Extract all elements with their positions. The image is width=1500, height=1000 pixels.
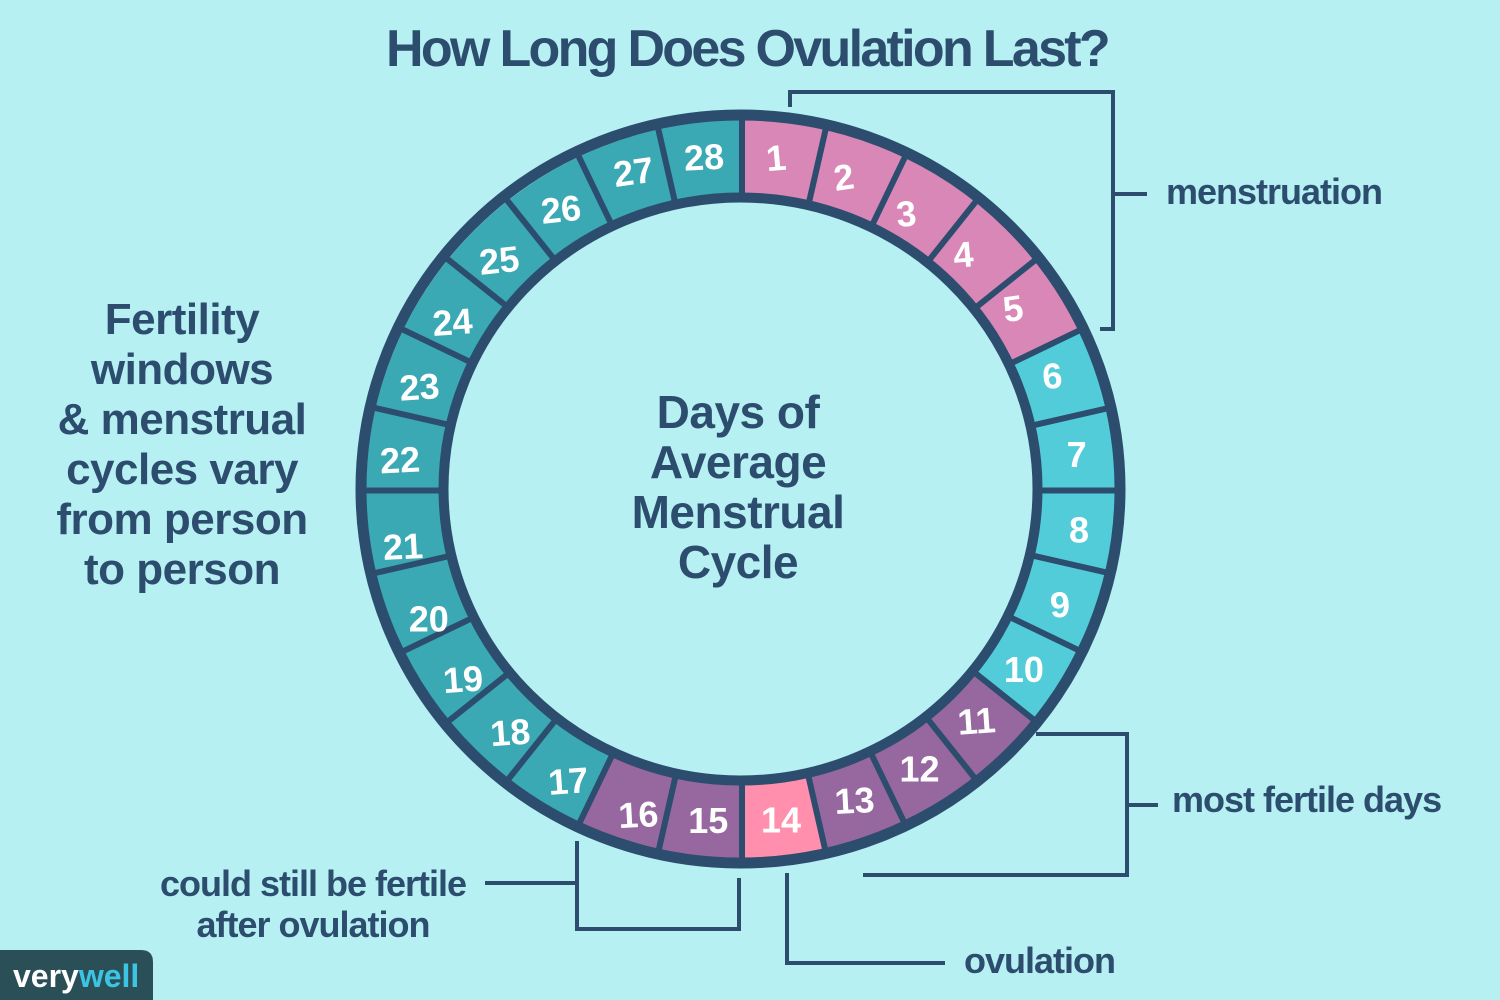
svg-text:cycles vary: cycles vary bbox=[66, 445, 299, 494]
svg-text:21: 21 bbox=[382, 525, 424, 568]
svg-text:& menstrual: & menstrual bbox=[58, 395, 307, 444]
svg-text:23: 23 bbox=[398, 365, 441, 409]
svg-text:11: 11 bbox=[956, 699, 997, 743]
svg-text:Cycle: Cycle bbox=[678, 536, 798, 588]
svg-text:1: 1 bbox=[764, 137, 788, 180]
svg-text:Days of: Days of bbox=[657, 386, 821, 438]
svg-text:22: 22 bbox=[379, 438, 421, 481]
svg-text:4: 4 bbox=[951, 233, 975, 276]
svg-text:19: 19 bbox=[442, 657, 485, 701]
svg-text:7: 7 bbox=[1067, 434, 1087, 475]
svg-text:24: 24 bbox=[431, 300, 474, 344]
svg-text:10: 10 bbox=[1004, 649, 1044, 690]
svg-text:Average: Average bbox=[650, 436, 826, 488]
svg-text:ovulation: ovulation bbox=[964, 940, 1115, 981]
svg-text:8: 8 bbox=[1069, 510, 1089, 551]
svg-text:windows: windows bbox=[90, 345, 273, 394]
svg-text:13: 13 bbox=[833, 779, 875, 822]
svg-text:to person: to person bbox=[84, 545, 280, 594]
svg-text:26: 26 bbox=[539, 187, 583, 232]
svg-text:28: 28 bbox=[683, 136, 725, 179]
svg-text:could still be fertile: could still be fertile bbox=[160, 863, 466, 904]
svg-text:27: 27 bbox=[611, 149, 656, 195]
svg-text:16: 16 bbox=[617, 793, 659, 836]
svg-text:9: 9 bbox=[1049, 584, 1071, 626]
svg-text:6: 6 bbox=[1041, 355, 1064, 397]
svg-text:20: 20 bbox=[409, 598, 449, 639]
svg-text:12: 12 bbox=[899, 749, 939, 790]
svg-text:15: 15 bbox=[688, 800, 728, 841]
svg-text:14: 14 bbox=[761, 800, 801, 841]
svg-text:25: 25 bbox=[477, 238, 521, 283]
svg-text:Menstrual: Menstrual bbox=[632, 486, 845, 538]
svg-text:after ovulation: after ovulation bbox=[196, 904, 429, 945]
svg-text:verywell: verywell bbox=[13, 958, 139, 994]
svg-text:3: 3 bbox=[894, 192, 918, 235]
svg-text:18: 18 bbox=[489, 711, 532, 755]
svg-text:Fertility: Fertility bbox=[105, 295, 260, 344]
svg-text:How Long Does Ovulation Last?: How Long Does Ovulation Last? bbox=[386, 20, 1108, 78]
svg-text:from person: from person bbox=[56, 495, 307, 544]
svg-text:most fertile days: most fertile days bbox=[1172, 779, 1441, 820]
svg-text:17: 17 bbox=[547, 759, 590, 803]
svg-text:menstruation: menstruation bbox=[1166, 171, 1382, 212]
